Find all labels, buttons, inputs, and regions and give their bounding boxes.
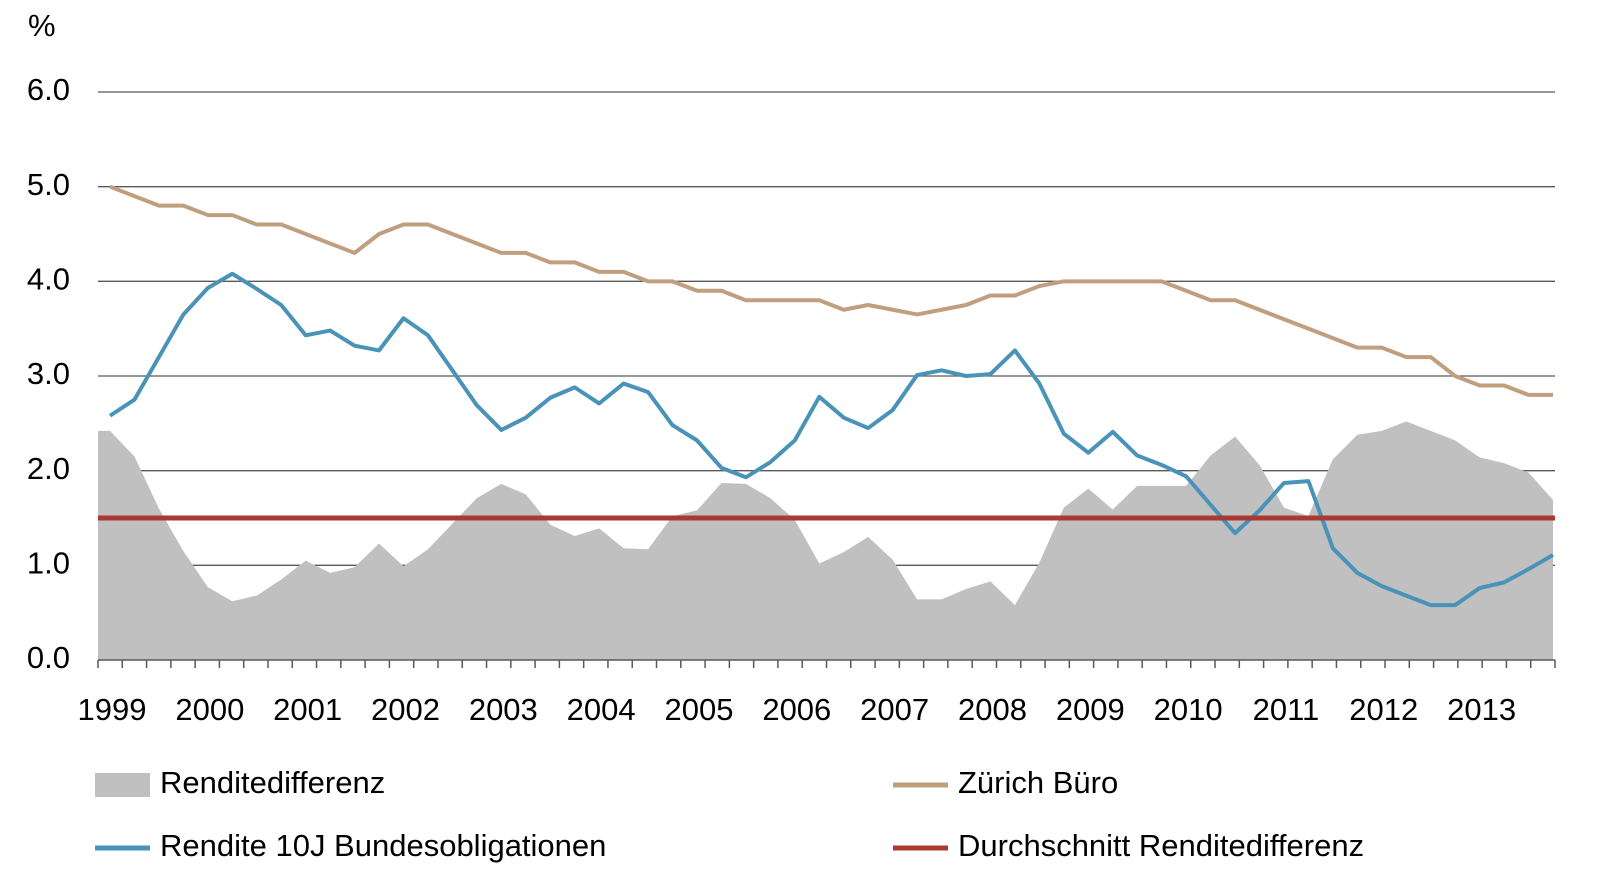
legend-label: Durchschnitt Renditedifferenz: [958, 828, 1364, 863]
x-tick-label: 2003: [469, 692, 538, 727]
x-tick-label: 2000: [175, 692, 244, 727]
x-tick-label: 2007: [860, 692, 929, 727]
x-tick-label: 2011: [1253, 692, 1320, 727]
legend-label: Renditedifferenz: [160, 765, 385, 800]
y-tick-label: 0.0: [27, 640, 70, 675]
legend-label: Zürich Büro: [958, 765, 1118, 800]
legend-label: Rendite 10J Bundesobligationen: [160, 828, 606, 863]
area: [98, 421, 1553, 660]
y-tick-label: 5.0: [27, 167, 70, 202]
y-tick-label: 6.0: [27, 72, 70, 107]
x-tick-label: 2008: [958, 692, 1027, 727]
x-tick-label: 2002: [371, 692, 440, 727]
x-tick-label: 2010: [1154, 692, 1223, 727]
x-tick-label: 2013: [1447, 692, 1516, 727]
y-tick-label: 2.0: [27, 451, 70, 486]
y-tick-label: 4.0: [27, 262, 70, 297]
y-tick-label: 3.0: [27, 356, 70, 391]
line: [109, 184, 1553, 397]
x-tick-label: 2001: [273, 692, 342, 727]
legend-swatch: [95, 773, 150, 797]
x-tick-label: 2009: [1056, 692, 1125, 727]
x-tick-label: 2005: [664, 692, 733, 727]
x-tick-label: 1999: [78, 692, 147, 727]
y-axis-label: %: [28, 8, 56, 43]
line: [108, 271, 1555, 608]
y-tick-label: 1.0: [27, 546, 70, 581]
x-tick-label: 2012: [1349, 692, 1418, 727]
x-tick-label: 2006: [762, 692, 831, 727]
x-tick-label: 2004: [567, 692, 636, 727]
